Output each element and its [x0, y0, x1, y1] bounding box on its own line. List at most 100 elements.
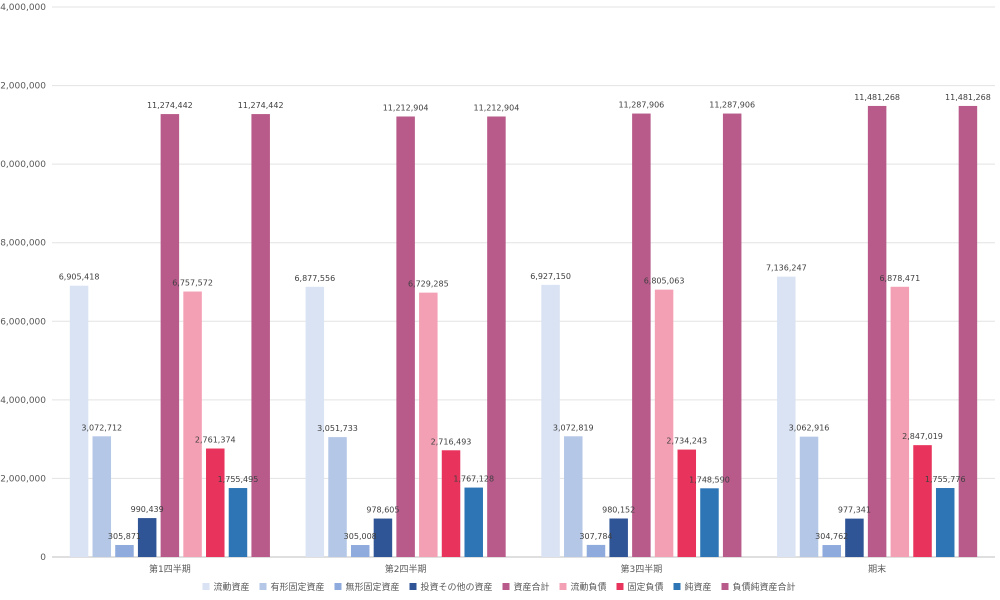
data-label: 2,734,243	[666, 437, 707, 446]
data-label: 6,878,471	[879, 274, 920, 283]
bar	[564, 436, 583, 557]
data-label: 11,481,268	[854, 93, 900, 102]
data-label: 6,757,572	[172, 279, 213, 288]
bar	[373, 518, 393, 557]
data-label: 6,927,150	[530, 272, 571, 281]
data-label: 6,729,285	[408, 280, 449, 289]
bar	[419, 292, 438, 557]
bar	[867, 105, 887, 557]
bar	[206, 448, 225, 557]
legend-item: 投資その他の資産	[409, 581, 493, 593]
legend-item: 有形固定資産	[259, 581, 325, 593]
legend-swatch	[259, 583, 267, 590]
data-label: 1,748,590	[689, 475, 730, 484]
legend-label: 固定負債	[628, 581, 664, 593]
bar	[183, 291, 202, 557]
legend-label: 負債純資産合計	[733, 581, 796, 593]
bar	[890, 286, 910, 557]
bar	[677, 449, 697, 557]
legend-swatch	[409, 583, 417, 590]
y-tick-label: 10,000,000	[0, 160, 46, 170]
bar	[799, 436, 819, 557]
data-label: 3,072,712	[81, 423, 122, 432]
data-label: 977,341	[838, 506, 871, 515]
data-label: 307,784	[579, 532, 612, 541]
legend-label: 純資産	[685, 581, 712, 593]
bar	[464, 487, 483, 557]
bar	[935, 488, 955, 557]
legend-swatch	[616, 583, 624, 590]
x-tick-label: 第3四半期	[621, 563, 663, 575]
data-label: 11,287,906	[709, 101, 755, 110]
bar	[632, 113, 651, 558]
data-label: 2,716,493	[431, 437, 472, 446]
bar	[541, 284, 560, 557]
data-label: 6,877,556	[294, 274, 335, 283]
legend-swatch	[721, 583, 729, 590]
legend-label: 流動負債	[571, 581, 607, 593]
bar	[228, 488, 248, 557]
data-label: 1,755,776	[925, 475, 966, 484]
data-label: 304,762	[815, 532, 848, 541]
data-label: 3,062,916	[789, 424, 830, 433]
x-tick-label: 期末	[868, 563, 886, 575]
legend-item: 固定負債	[616, 581, 664, 593]
legend-item: 流動負債	[559, 581, 607, 593]
data-label: 978,605	[366, 506, 399, 515]
y-tick-label: 2,000,000	[0, 474, 46, 484]
legend-item: 流動資産	[202, 581, 250, 593]
legend-label: 資産合計	[514, 581, 550, 593]
data-label: 980,152	[602, 505, 635, 514]
bar	[700, 488, 719, 557]
x-tick-label: 第2四半期	[385, 563, 427, 575]
bar	[350, 545, 370, 557]
y-tick-label: 4,000,000	[0, 396, 46, 406]
legend-swatch	[334, 583, 342, 590]
data-label: 11,212,904	[383, 103, 429, 112]
bar	[396, 116, 415, 558]
data-label: 1,755,495	[218, 475, 259, 484]
data-label: 1,767,128	[453, 475, 494, 484]
legend-item: 負債純資産合計	[721, 581, 796, 593]
data-label: 2,761,374	[195, 436, 236, 445]
bar	[913, 445, 932, 557]
y-tick-label: 6,000,000	[0, 317, 46, 327]
y-tick-label: 0	[40, 553, 46, 563]
data-label: 3,072,819	[553, 423, 594, 432]
bar	[160, 114, 180, 557]
data-label: 2,847,019	[902, 432, 943, 441]
bar	[654, 289, 674, 557]
data-label: 7,136,247	[766, 264, 807, 273]
bar	[328, 437, 347, 557]
data-label: 3,051,733	[317, 424, 358, 433]
data-label: 6,805,063	[644, 277, 685, 286]
data-label: 990,439	[131, 505, 164, 514]
bar	[609, 518, 628, 557]
legend: 流動資産 有形固定資産 無形固定資産 投資その他の資産 資産合計 流動負債 固定負債 純資産 負…	[202, 581, 796, 593]
bar	[92, 436, 112, 557]
y-tick-label: 8,000,000	[0, 239, 46, 249]
bar	[722, 113, 742, 558]
legend-swatch	[673, 583, 681, 590]
data-label: 305,871	[108, 532, 141, 541]
bar	[305, 286, 325, 557]
x-axis: 第1四半期 第2四半期 第3四半期 期末	[149, 563, 886, 575]
bars	[69, 105, 978, 558]
bar	[251, 114, 270, 557]
data-label: 11,274,442	[147, 101, 193, 110]
legend-swatch	[202, 583, 210, 590]
data-label: 11,481,268	[945, 93, 991, 102]
bar	[137, 518, 157, 557]
bar	[115, 544, 134, 557]
bar	[845, 518, 864, 557]
legend-item: 無形固定資産	[334, 581, 400, 593]
legend-item: 純資産	[673, 581, 712, 593]
x-tick-label: 第1四半期	[149, 563, 191, 575]
legend-label: 流動資産	[214, 581, 250, 593]
legend-swatch	[559, 583, 567, 590]
bar	[69, 285, 89, 557]
data-label: 305,008	[344, 532, 377, 541]
data-label: 11,274,442	[238, 101, 284, 110]
legend-label: 有形固定資産	[271, 581, 325, 593]
